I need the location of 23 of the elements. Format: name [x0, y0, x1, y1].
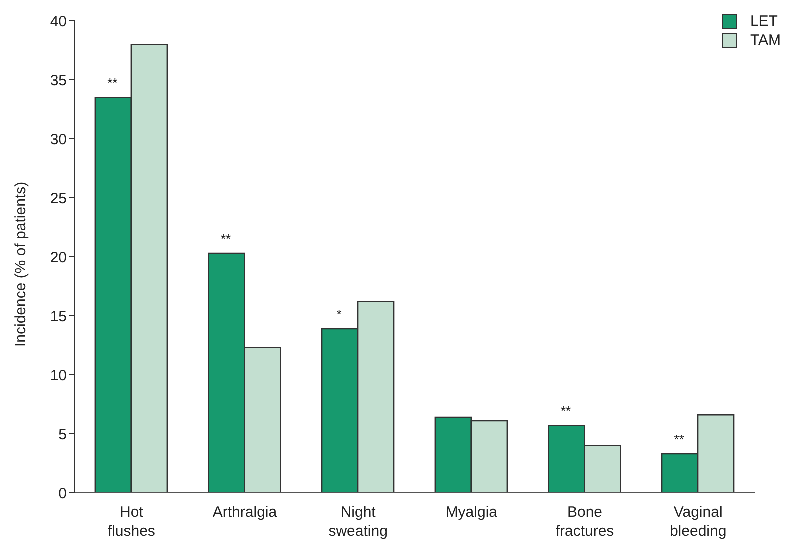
y-axis-title: Incidence (% of patients) — [12, 182, 30, 347]
annotation: ** — [674, 432, 684, 448]
y-tick-label: 0 — [58, 485, 67, 502]
legend-label: LET — [750, 13, 778, 30]
x-tick-label: Hot flushes — [108, 504, 156, 540]
y-tick-label: 35 — [50, 72, 67, 90]
annotation: ** — [220, 231, 232, 246]
y-tick-label: 30 — [50, 131, 67, 148]
annotation: ** — [560, 404, 572, 419]
x-tick-label: Night sweating — [328, 504, 388, 540]
x-tick-label: Vaginal bleeding — [670, 504, 727, 540]
annotation: ** — [108, 76, 118, 91]
y-tick-label: 40 — [50, 13, 67, 30]
y-tick-label: 20 — [50, 249, 67, 266]
y-tick-label: 5 — [58, 426, 67, 444]
y-tick-label: 10 — [50, 367, 67, 384]
y-tick-label: 15 — [50, 308, 67, 326]
annotation: * — [336, 306, 342, 322]
y-tick-label: 25 — [50, 190, 67, 208]
x-tick-label: Myalgia — [446, 504, 498, 521]
x-tick-label: Bone fractures — [556, 504, 614, 540]
x-tick-label: Arthralgia — [212, 504, 278, 521]
legend-label: TAM — [750, 32, 781, 49]
